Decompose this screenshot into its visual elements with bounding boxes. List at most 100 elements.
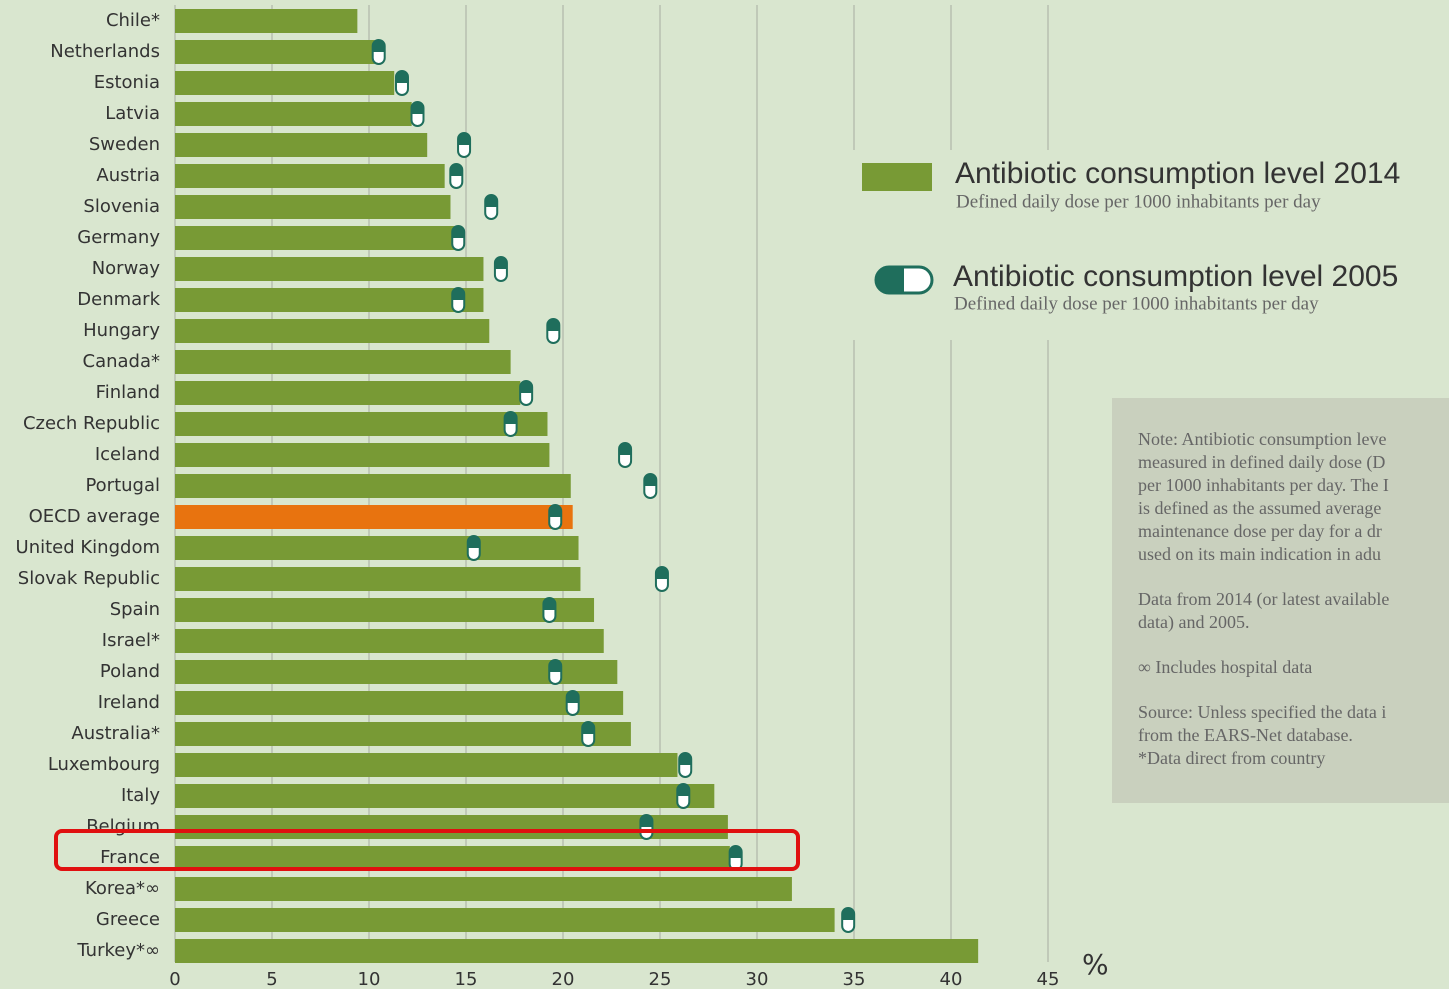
- y-tick-label: Estonia: [94, 72, 160, 93]
- y-tick-label: Slovenia: [83, 196, 160, 217]
- x-tick-label: 10: [358, 969, 381, 989]
- note-box: [1112, 398, 1449, 803]
- x-tick-label: 40: [940, 969, 963, 989]
- note-text: *Data direct from country: [1138, 748, 1325, 768]
- pill-marker: [484, 194, 499, 220]
- y-tick-label: OECD average: [29, 506, 160, 527]
- pill-top: [452, 288, 465, 300]
- pill-top: [485, 195, 498, 207]
- legend-background: [850, 150, 1449, 340]
- y-tick-label: Norway: [92, 258, 161, 279]
- pill-top: [842, 908, 855, 920]
- y-tick-label: Czech Republic: [23, 413, 160, 434]
- pill-top: [619, 443, 632, 455]
- x-tick-label: 20: [552, 969, 575, 989]
- pill-marker: [643, 473, 658, 499]
- bar: [175, 350, 511, 374]
- note-text: maintenance dose per day for a dr: [1138, 521, 1382, 541]
- y-tick-label: Portugal: [85, 475, 160, 496]
- x-tick-label: 0: [169, 969, 180, 989]
- pill-marker: [548, 659, 563, 685]
- bar: [175, 381, 521, 405]
- pill-top: [543, 598, 556, 610]
- x-tick-label: 35: [843, 969, 866, 989]
- bar: [175, 102, 412, 126]
- y-tick-label: Sweden: [89, 134, 160, 155]
- bar: [175, 71, 395, 95]
- pill-marker: [503, 411, 518, 437]
- x-tick-label: 15: [455, 969, 478, 989]
- y-tick-label: Iceland: [95, 444, 160, 465]
- pill-marker: [581, 721, 596, 747]
- pill-marker: [371, 39, 386, 65]
- y-tick-label: Chile*: [106, 10, 160, 31]
- bar: [175, 40, 375, 64]
- x-axis-label: %: [1082, 948, 1109, 981]
- y-tick-label: Canada*: [83, 351, 161, 372]
- pill-marker: [654, 566, 669, 592]
- plot: 0 5 10 15 20 25 30 35 40 45 Chile* Netherlands Eston…: [16, 9, 1060, 989]
- highlight-box: [54, 829, 800, 871]
- y-tick-label: France: [100, 847, 160, 868]
- y-tick-label: Luxembourg: [48, 754, 160, 775]
- bar: [175, 908, 835, 932]
- note-text: data) and 2005.: [1138, 612, 1249, 633]
- pill-top: [494, 257, 507, 269]
- y-tick-label: Korea*∞: [85, 878, 160, 899]
- bar: [175, 505, 573, 529]
- legend-swatch: [862, 163, 932, 191]
- y-tick-label: Italy: [121, 785, 160, 806]
- x-tick-label: 5: [266, 969, 277, 989]
- legend-subtitle: Defined daily dose per 1000 inhabitants …: [954, 293, 1319, 314]
- x-tick-label: 45: [1037, 969, 1060, 989]
- pill-marker: [542, 597, 557, 623]
- bar: [175, 443, 550, 467]
- y-tick-label: Greece: [96, 909, 160, 930]
- pill-marker: [466, 535, 481, 561]
- pill-marker: [493, 256, 508, 282]
- note-text: used on its main indication in adu: [1138, 544, 1381, 564]
- pill-marker: [451, 287, 466, 313]
- bar: [175, 567, 581, 591]
- pill-top: [504, 412, 517, 424]
- pill-top: [566, 691, 579, 703]
- pill-marker: [639, 814, 654, 840]
- bar: [175, 536, 579, 560]
- bar: [175, 784, 715, 808]
- y-tick-label: Austria: [96, 165, 160, 186]
- bar: [175, 877, 792, 901]
- x-tick-label: 25: [649, 969, 672, 989]
- pill-top: [644, 474, 657, 486]
- pill-marker: [394, 70, 409, 96]
- y-tick-label: United Kingdom: [16, 537, 160, 558]
- pill-top: [582, 722, 595, 734]
- note: Note: Antibiotic consumption leve measure…: [1138, 429, 1389, 768]
- pill-top: [395, 71, 408, 83]
- y-tick-label: Latvia: [105, 103, 160, 124]
- pill-marker: [548, 504, 563, 530]
- pill-top: [458, 133, 471, 145]
- note-text: per 1000 inhabitants per day. The I: [1138, 475, 1389, 495]
- bar: [175, 598, 595, 622]
- bar: [175, 133, 428, 157]
- bar: [175, 319, 490, 343]
- pill-marker: [676, 783, 691, 809]
- note-text: is defined as the assumed average: [1138, 498, 1381, 518]
- y-tick-label: Poland: [100, 661, 160, 682]
- bar: [175, 753, 678, 777]
- y-tick-label: Spain: [110, 599, 160, 620]
- pill-marker: [519, 380, 534, 406]
- pill-top: [655, 567, 668, 579]
- y-tick-label: Ireland: [98, 692, 160, 713]
- y-tick-label: Finland: [96, 382, 160, 403]
- pill-top: [452, 226, 465, 238]
- pill-top: [467, 536, 480, 548]
- pill-marker: [728, 845, 743, 871]
- y-tick-label: Turkey*∞: [76, 940, 160, 961]
- bar: [175, 722, 631, 746]
- note-text: measured in defined daily dose (D: [1138, 452, 1385, 473]
- pill-top: [411, 102, 424, 114]
- pill-top: [520, 381, 533, 393]
- pill-marker: [678, 752, 693, 778]
